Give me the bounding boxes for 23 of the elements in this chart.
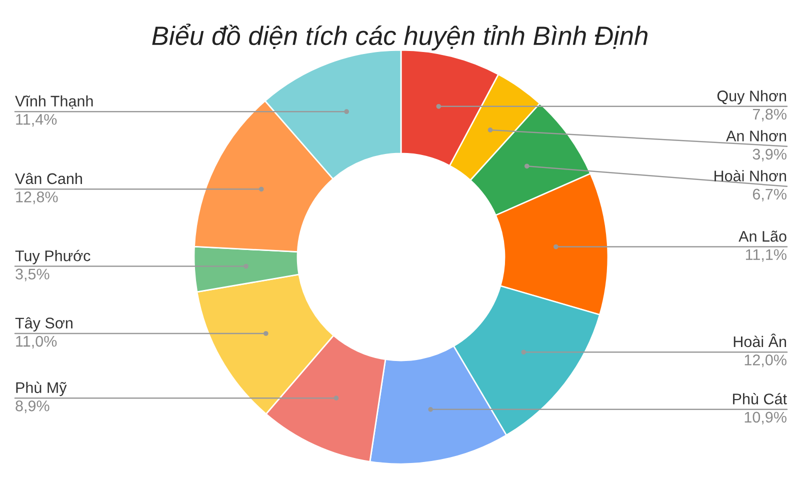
slice-label: Quy Nhơn [717, 90, 786, 104]
data-label: 8,9% [16, 400, 50, 414]
slice-label: An Nhơn [726, 130, 786, 142]
slice-label: Tuy Phước [15, 250, 90, 264]
data-label: 11,4% [16, 114, 57, 127]
slice-label: Hoài Ân [734, 334, 786, 348]
slice-label: Hoài Nhơn [714, 170, 786, 182]
data-label: 11,0% [16, 336, 57, 349]
slice-label: Vĩnh Thạnh [15, 95, 93, 109]
data-label: 3,5% [16, 268, 50, 282]
slice-label: An Lão [738, 230, 786, 242]
data-label: 7,8% [752, 108, 786, 122]
slice-label: Phù Cát [733, 392, 787, 404]
slice-label: Tây Sơn [15, 317, 72, 332]
slice-label: Vân Canh [15, 172, 82, 184]
slice-label: Phù Mỹ [16, 382, 67, 396]
data-label: 11,1% [746, 249, 786, 262]
data-label: 12,0% [744, 354, 786, 368]
data-label: 10,9% [744, 412, 786, 424]
data-label: 6,7% [752, 188, 786, 202]
data-label: 12,8% [16, 192, 58, 204]
data-label: 3,9% [752, 148, 786, 162]
chart-title: Biểu đồ diện tích các huyện tỉnh Bình Định [152, 24, 648, 50]
